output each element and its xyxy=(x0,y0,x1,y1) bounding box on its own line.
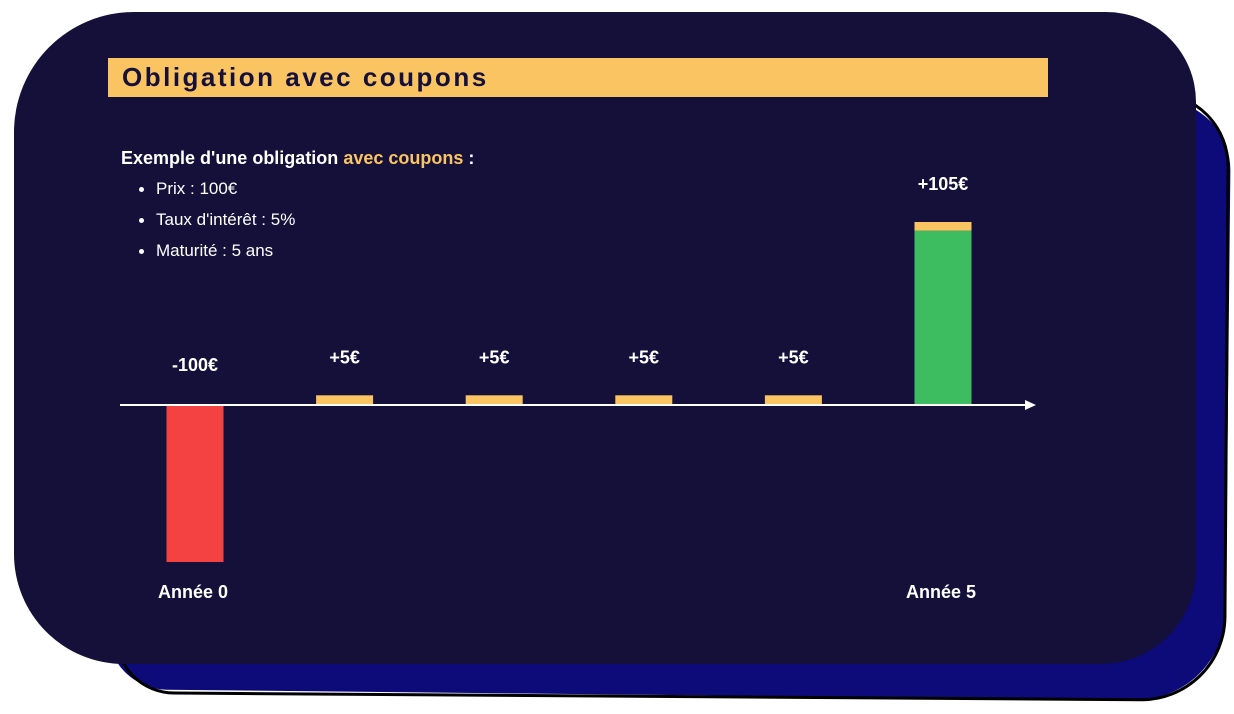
value-label-1: +5€ xyxy=(329,347,360,367)
value-label-2: +5€ xyxy=(479,347,510,367)
intro-text: Exemple d'une obligation avec coupons : xyxy=(121,148,474,169)
intro-highlight: avec coupons xyxy=(343,148,464,168)
bar-3-segment-0 xyxy=(615,395,673,404)
param-maturity: Maturité : 5 ans xyxy=(136,238,295,269)
bar-1-segment-0 xyxy=(316,395,374,404)
value-label-4: +5€ xyxy=(778,347,809,367)
param-rate: Taux d'intérêt : 5% xyxy=(136,207,295,238)
chart-bars xyxy=(166,222,972,562)
value-label-0: -100€ xyxy=(172,355,218,375)
bar-0-segment-0 xyxy=(166,406,224,562)
title-bar xyxy=(108,58,1048,97)
bond-parameters: Prix : 100€ Taux d'intérêt : 5% Maturité… xyxy=(136,176,295,269)
bar-5-segment-1 xyxy=(914,222,972,231)
value-labels: -100€ +5€ +5€ +5€ +5€ +105€ xyxy=(172,174,968,375)
bar-5-segment-0 xyxy=(914,230,972,404)
x-label-5: Année 5 xyxy=(906,582,976,602)
value-label-3: +5€ xyxy=(629,347,660,367)
x-labels: Année 0 Année 5 xyxy=(158,582,976,602)
value-label-5: +105€ xyxy=(918,174,969,194)
x-label-0: Année 0 xyxy=(158,582,228,602)
bar-4-segment-0 xyxy=(764,395,822,404)
intro-prefix: Exemple d'une obligation xyxy=(121,148,344,168)
x-axis-arrow-icon xyxy=(1025,400,1036,410)
intro-suffix: : xyxy=(463,148,475,168)
bar-2-segment-0 xyxy=(465,395,523,404)
param-price: Prix : 100€ xyxy=(136,176,295,207)
page-title: Obligation avec coupons xyxy=(122,62,489,92)
